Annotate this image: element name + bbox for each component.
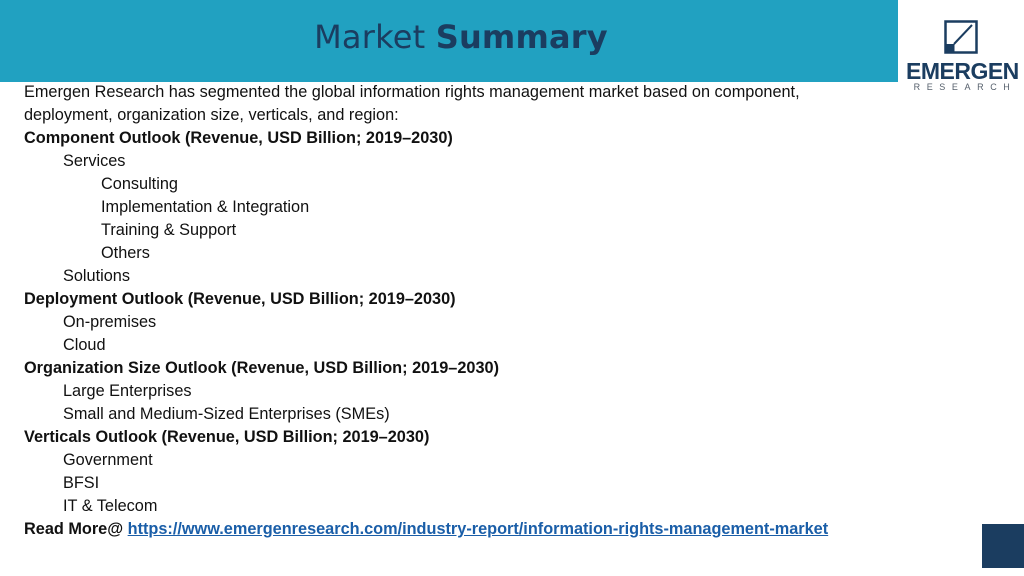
logo-wordmark: EMERGEN	[906, 58, 1019, 84]
emergen-square-logo-icon	[944, 20, 978, 54]
title-bold: Summary	[435, 18, 608, 56]
list-item-on-premises: On-premises	[63, 313, 157, 331]
list-item-consulting: Consulting	[101, 175, 178, 193]
list-item-cloud: Cloud	[63, 336, 106, 354]
section-heading-organization-size: Organization Size Outlook (Revenue, USD …	[24, 359, 499, 377]
read-more-link[interactable]: https://www.emergenresearch.com/industry…	[127, 520, 829, 538]
list-item-solutions: Solutions	[63, 267, 130, 285]
read-more-label: Read More@	[24, 520, 128, 538]
section-heading-component: Component Outlook (Revenue, USD Billion;…	[24, 129, 453, 147]
list-item-large-enterprises: Large Enterprises	[63, 382, 192, 400]
title-light: Market	[314, 18, 426, 56]
list-item-implementation: Implementation & Integration	[101, 198, 310, 216]
list-item-training-support: Training & Support	[101, 221, 237, 239]
emergen-logo: EMERGEN RESEARCH	[906, 20, 1019, 95]
page-title: Market Summary	[0, 18, 922, 56]
market-summary-content: Emergen Research has segmented the globa…	[24, 81, 874, 541]
section-heading-verticals: Verticals Outlook (Revenue, USD Billion;…	[24, 428, 430, 446]
list-item-services: Services	[63, 152, 126, 170]
intro-text: Emergen Research has segmented the globa…	[24, 83, 800, 124]
corner-decoration	[982, 524, 1024, 568]
list-item-others: Others	[101, 244, 150, 262]
list-item-smes: Small and Medium-Sized Enterprises (SMEs…	[63, 405, 390, 423]
header-band	[0, 0, 898, 82]
list-item-government: Government	[63, 451, 153, 469]
list-item-bfsi: BFSI	[63, 474, 100, 492]
section-heading-deployment: Deployment Outlook (Revenue, USD Billion…	[24, 290, 456, 308]
list-item-it-telecom: IT & Telecom	[63, 497, 158, 515]
logo-subtitle: RESEARCH	[913, 82, 1017, 92]
read-more-line: Read More@ https://www.emergenresearch.c…	[24, 518, 874, 541]
